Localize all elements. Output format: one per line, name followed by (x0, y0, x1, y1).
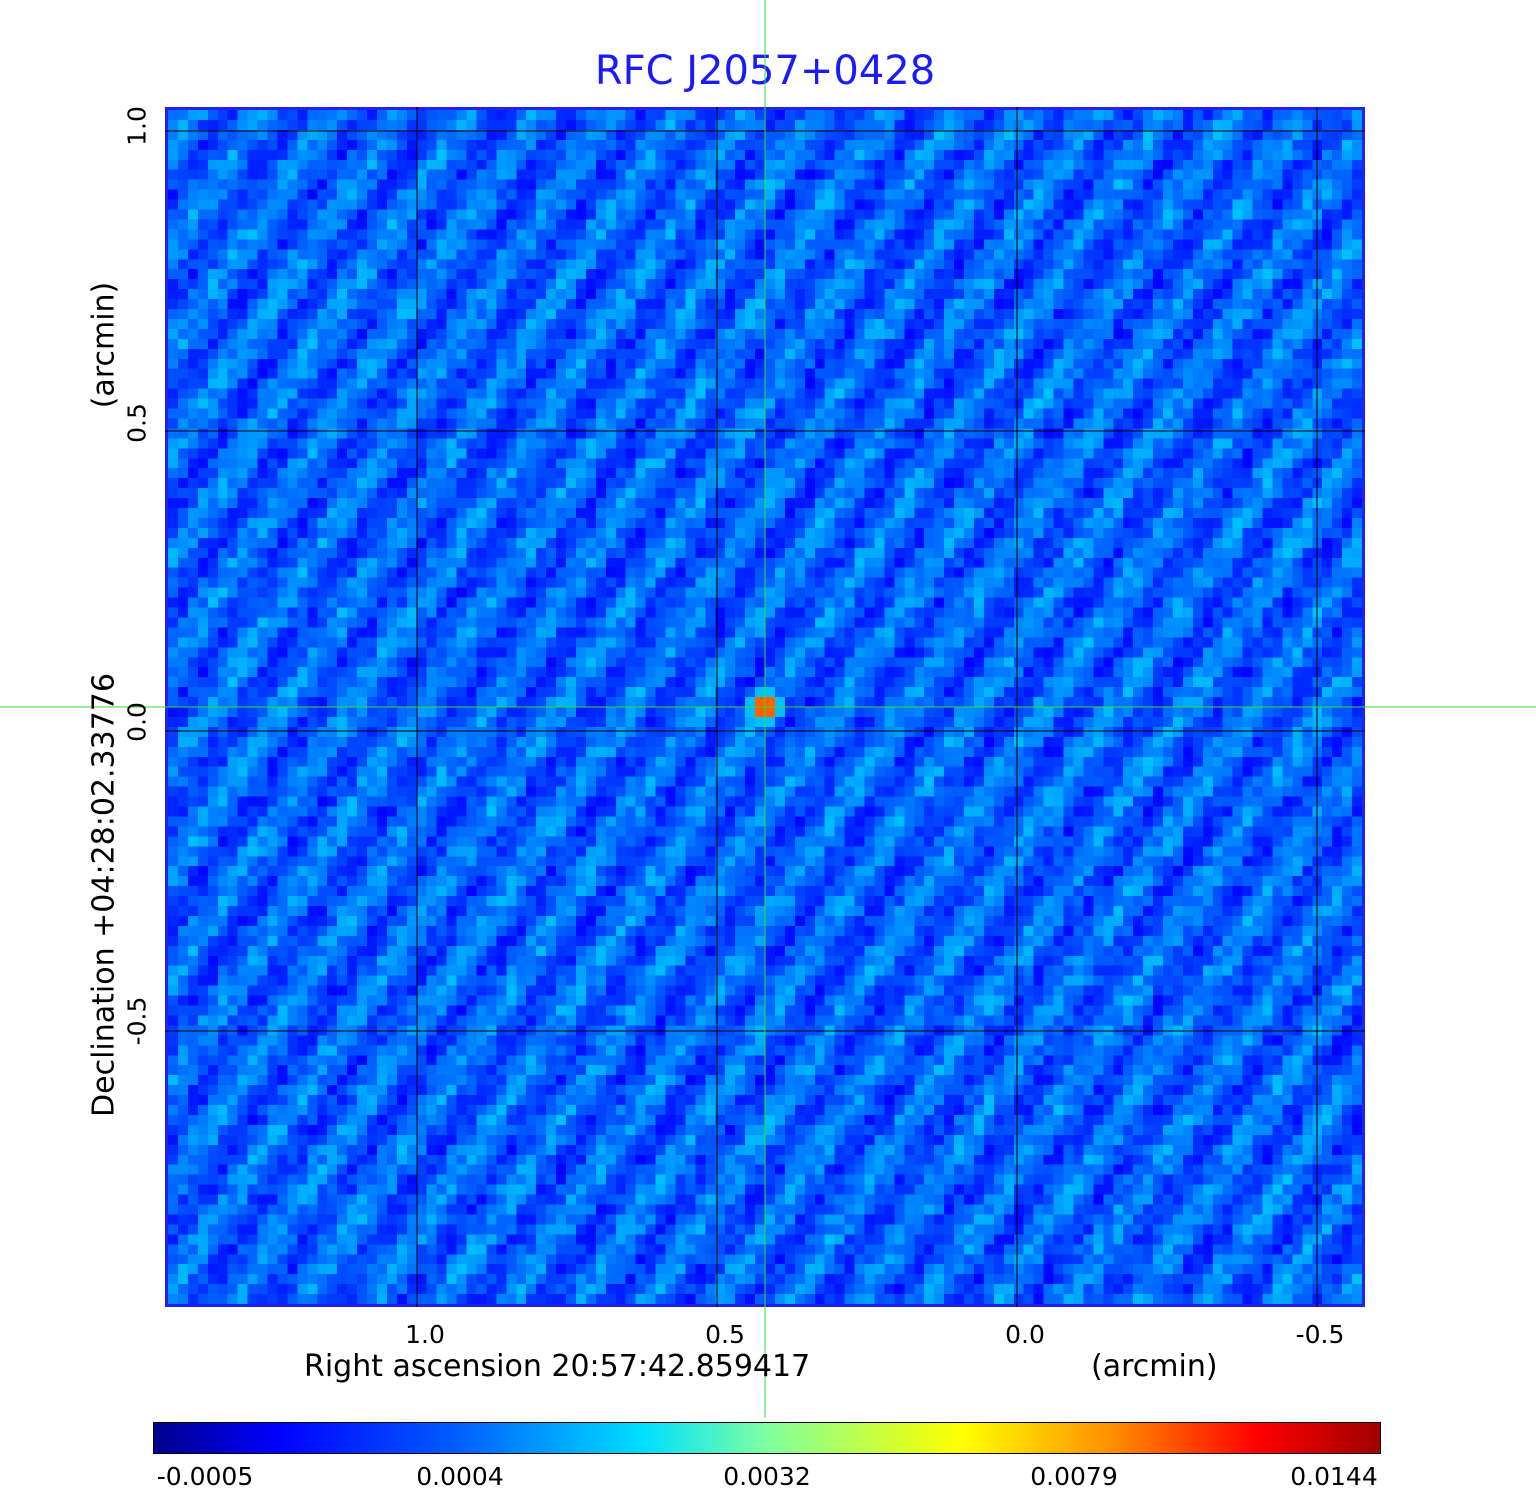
y-tick-label: 0.5 (122, 403, 152, 443)
x-axis-unit: (arcmin) (1091, 1349, 1218, 1384)
y-tick-label: -0.5 (122, 996, 152, 1046)
colorbar-tick-label: 0.0144 (1290, 1462, 1378, 1491)
y-tick-label: 1.0 (122, 106, 152, 146)
colorbar-tick-label: 0.0079 (1030, 1462, 1118, 1491)
y-axis-label: Declination +04:28:02.33776 (86, 673, 122, 1117)
x-tick-label: -0.5 (1295, 1320, 1345, 1349)
colorbar (153, 1422, 1381, 1454)
x-tick-label: 0.5 (705, 1320, 745, 1349)
colorbar-tick-label: 0.0032 (723, 1462, 811, 1491)
x-tick-label: 1.0 (405, 1320, 445, 1349)
colorbar-tick-label: 0.0004 (416, 1462, 504, 1491)
y-tick-label: 0.0 (122, 702, 152, 742)
colorbar-tick-label: -0.0005 (156, 1462, 254, 1491)
y-axis-unit: (arcmin) (86, 281, 122, 409)
x-tick-label: 0.0 (1005, 1320, 1045, 1349)
x-axis-label: Right ascension 20:57:42.859417 (304, 1349, 811, 1384)
